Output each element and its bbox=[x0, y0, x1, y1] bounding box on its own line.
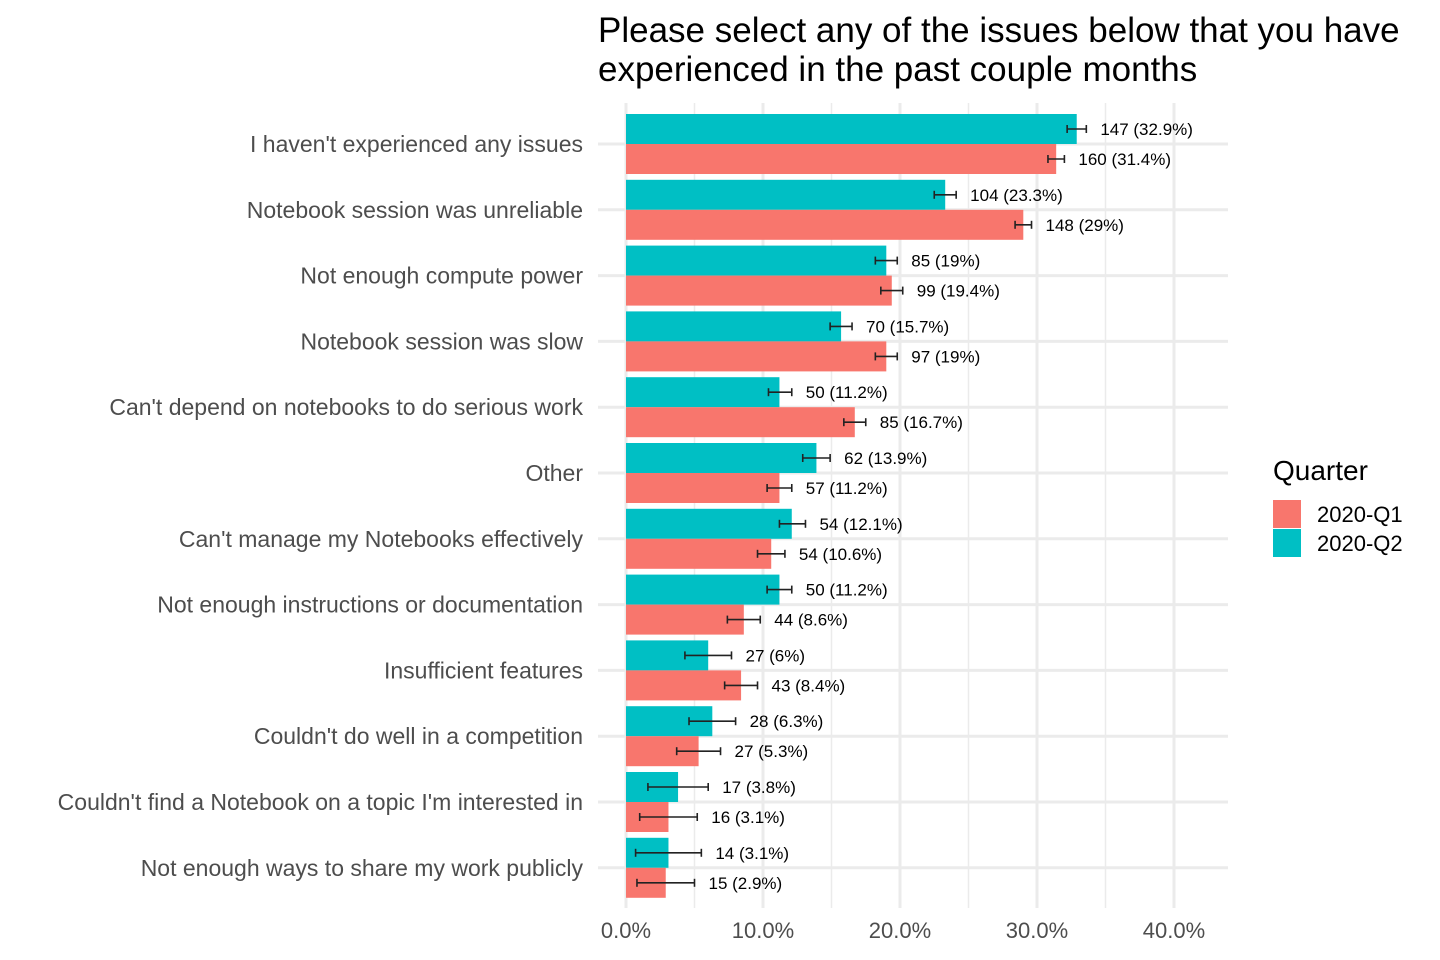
data-label: 147 (32.9%) bbox=[1100, 120, 1193, 139]
category-label: Insufficient features bbox=[384, 657, 583, 683]
legend-swatch bbox=[1273, 500, 1301, 528]
data-label: 14 (3.1%) bbox=[715, 844, 789, 863]
data-label: 50 (11.2%) bbox=[806, 581, 888, 600]
data-label: 54 (12.1%) bbox=[819, 515, 902, 534]
bar-2020-q2 bbox=[626, 179, 946, 210]
data-label: 97 (19%) bbox=[911, 347, 980, 366]
legend-title: Quarter bbox=[1273, 455, 1368, 486]
data-label: 62 (13.9%) bbox=[844, 449, 927, 468]
data-label: 15 (2.9%) bbox=[709, 874, 783, 893]
data-label: 44 (8.6%) bbox=[774, 611, 848, 630]
data-labels: 147 (32.9%) 104 (23.3%) 85 (19%) 70 (15.7%)… bbox=[709, 120, 1193, 893]
error-bars bbox=[634, 125, 1088, 887]
bars bbox=[626, 114, 1077, 898]
legend-label: 2020-Q2 bbox=[1317, 531, 1403, 556]
x-tick-label: 40.0% bbox=[1143, 918, 1205, 943]
data-label: 148 (29%) bbox=[1046, 216, 1124, 235]
bar-2020-q1 bbox=[626, 473, 780, 503]
category-label: Couldn't find a Notebook on a topic I'm … bbox=[58, 789, 583, 815]
data-label: 104 (23.3%) bbox=[970, 186, 1063, 205]
legend: Quarter 2020-Q1 2020-Q2 bbox=[1273, 455, 1403, 557]
data-label: 70 (15.7%) bbox=[866, 317, 949, 336]
category-label: Can't manage my Notebooks effectively bbox=[179, 526, 584, 552]
bar-2020-q2 bbox=[626, 377, 780, 408]
x-tick-label: 30.0% bbox=[1006, 918, 1068, 943]
bar-2020-q2 bbox=[626, 311, 842, 342]
category-label: Couldn't do well in a competition bbox=[254, 723, 583, 749]
bar-2020-q1 bbox=[626, 209, 1024, 240]
category-label: Can't depend on notebooks to do serious … bbox=[109, 394, 583, 420]
chart-title: Please select any of the issues below th… bbox=[598, 11, 1400, 89]
data-label: 99 (19.4%) bbox=[917, 282, 1000, 301]
bar-2020-q1 bbox=[626, 604, 744, 635]
category-label: Not enough instructions or documentation bbox=[157, 592, 583, 618]
bar-2020-q2 bbox=[626, 245, 887, 276]
bar-2020-q1 bbox=[626, 144, 1057, 174]
x-tick-label: 20.0% bbox=[869, 918, 931, 943]
category-label: Other bbox=[525, 460, 583, 486]
data-label: 17 (3.8%) bbox=[722, 778, 796, 797]
bar-2020-q1 bbox=[626, 538, 772, 569]
category-label: I haven't experienced any issues bbox=[250, 131, 583, 157]
data-label: 28 (6.3%) bbox=[750, 712, 824, 731]
legend-swatch bbox=[1273, 529, 1301, 557]
legend-label: 2020-Q1 bbox=[1317, 502, 1403, 527]
bar-2020-q2 bbox=[626, 114, 1077, 144]
data-label: 43 (8.4%) bbox=[772, 676, 846, 695]
category-axis-labels: I haven't experienced any issues Notebook… bbox=[58, 131, 584, 881]
category-label: Not enough compute power bbox=[300, 263, 583, 289]
data-label: 54 (10.6%) bbox=[799, 545, 882, 564]
chart-title-line-1: Please select any of the issues below th… bbox=[598, 11, 1400, 50]
bar-2020-q1 bbox=[626, 407, 855, 438]
category-label: Not enough ways to share my work publicl… bbox=[141, 855, 584, 881]
category-label: Notebook session was slow bbox=[300, 328, 583, 354]
data-label: 27 (6%) bbox=[745, 646, 805, 665]
chart-title-line-2: experienced in the past couple months bbox=[598, 50, 1197, 89]
x-tick-label: 10.0% bbox=[732, 918, 794, 943]
data-label: 27 (5.3%) bbox=[735, 742, 809, 761]
bar-2020-q1 bbox=[626, 275, 892, 306]
x-tick-label: 0.0% bbox=[601, 918, 651, 943]
bar-2020-q2 bbox=[626, 443, 817, 473]
bar-2020-q2 bbox=[626, 508, 792, 539]
data-label: 50 (11.2%) bbox=[806, 383, 888, 402]
x-axis-tick-labels: 0.0% 10.0% 20.0% 30.0% 40.0% bbox=[601, 918, 1205, 943]
data-label: 57 (11.2%) bbox=[806, 479, 888, 498]
data-label: 85 (19%) bbox=[911, 252, 980, 271]
data-label: 16 (3.1%) bbox=[711, 808, 785, 827]
bar-2020-q2 bbox=[626, 574, 780, 605]
bar-2020-q1 bbox=[626, 341, 887, 372]
bar-2020-q1 bbox=[626, 670, 742, 701]
category-label: Notebook session was unreliable bbox=[247, 197, 583, 223]
data-label: 85 (16.7%) bbox=[880, 413, 963, 432]
data-label: 160 (31.4%) bbox=[1078, 150, 1171, 169]
